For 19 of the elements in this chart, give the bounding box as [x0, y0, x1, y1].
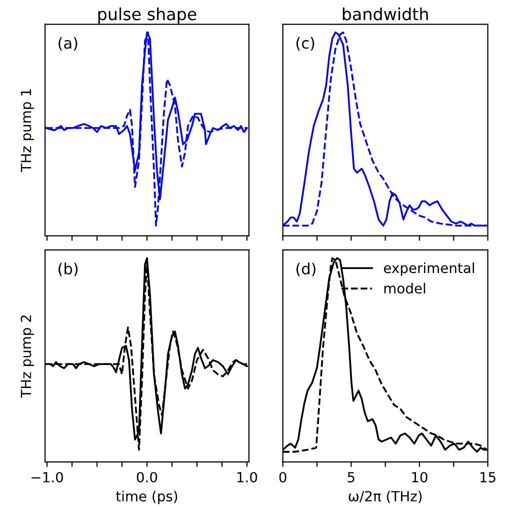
legend-label: model: [384, 282, 426, 294]
annotation: (b): [58, 262, 78, 276]
annotation: (c): [296, 36, 314, 51]
x-tick-label: 15: [480, 472, 496, 482]
legend-label: experimental: [384, 262, 474, 276]
x-axis-title: time (ps): [116, 490, 178, 504]
annotation: (a): [58, 36, 78, 51]
x-tick-label: 1.0: [237, 472, 258, 482]
x-tick-label: 5: [348, 472, 354, 482]
y-axis-title: THz pump 1: [20, 89, 34, 172]
y-axis-title: THz pump 2: [20, 315, 34, 398]
chart-title: pulse shape: [98, 7, 196, 24]
annotation: (d): [296, 262, 316, 276]
x-axis-title: ω/2π (THz): [348, 490, 422, 504]
x-tick-label: 0: [279, 472, 286, 482]
chart-title: bandwidth: [342, 7, 428, 20]
x-tick-label: 10: [412, 472, 428, 482]
x-tick-label: −1.0: [32, 472, 63, 482]
x-tick-label: 0.0: [136, 472, 158, 482]
